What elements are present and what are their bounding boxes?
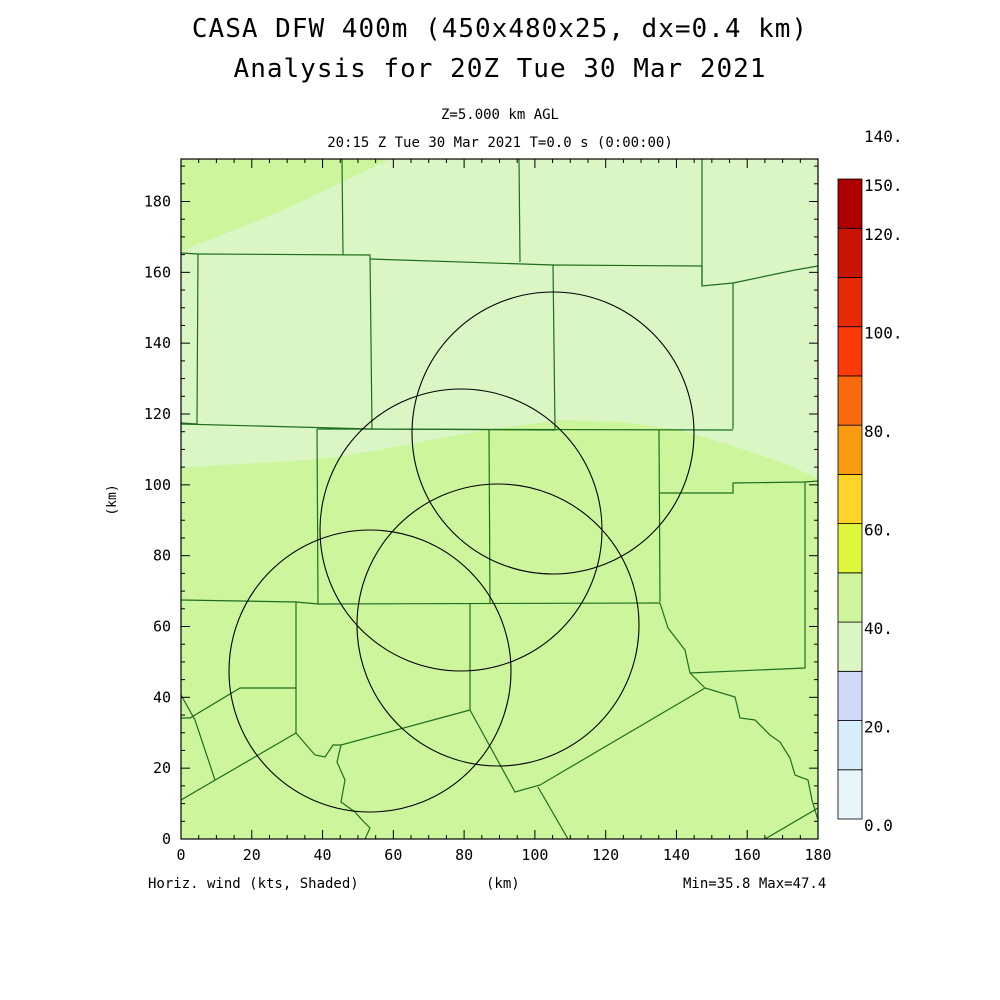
colorbar-swatch [837, 572, 863, 623]
min-max-label: Min=35.8 Max=47.4 [683, 876, 827, 892]
wind-field [181, 159, 818, 839]
colorbar-label: 140. [864, 127, 903, 146]
time-label: 20:15 Z Tue 30 Mar 2021 T=0.0 s (0:00:00… [327, 135, 673, 151]
colorbar-swatch [837, 326, 863, 377]
colorbar-label: 150. [864, 176, 903, 195]
footer-variable-label: Horiz. wind (kts, Shaded) [148, 876, 359, 892]
range-ring [411, 291, 695, 575]
colorbar-swatch [837, 621, 863, 672]
colorbar-label: 80. [864, 422, 893, 441]
y-tick-label: 80 [153, 547, 171, 565]
wind-field-light [181, 159, 818, 478]
colorbar-label: 120. [864, 225, 903, 244]
x-axis: 0 20 40 60 80 100 120 140 160 180 [176, 159, 832, 864]
y-tick-label: 120 [144, 405, 171, 423]
level-label: Z=5.000 km AGL [440, 107, 559, 123]
y-tick-label: 140 [144, 334, 171, 352]
colorbar-swatch [837, 277, 863, 328]
colorbar-swatch [837, 473, 863, 525]
x-tick-label: 20 [243, 846, 261, 864]
y-axis: 0 20 40 60 80 100 120 140 160 180 [144, 165, 818, 848]
map-subtitle: Analysis for 20Z Tue 30 Mar 2021 [233, 54, 767, 84]
colorbar-label: 40. [864, 619, 893, 638]
colorbar-label: 60. [864, 521, 893, 540]
colorbar-swatch [837, 523, 863, 574]
colorbar-swatch [837, 769, 863, 820]
colorbar-swatch [837, 227, 863, 278]
colorbar-swatch [837, 670, 863, 721]
y-tick-label: 160 [144, 263, 171, 281]
x-tick-label: 180 [804, 846, 831, 864]
x-tick-label: 160 [734, 846, 761, 864]
colorbar: 150. 140. 120. 100. 80. 60. 40. 20. 0.0 [837, 127, 903, 835]
y-tick-label: 100 [144, 476, 171, 494]
y-tick-label: 0 [162, 830, 171, 848]
x-axis-label: (km) [486, 876, 520, 892]
radar-range-rings [228, 291, 695, 813]
y-tick-label: 40 [153, 688, 171, 706]
x-tick-label: 60 [384, 846, 402, 864]
x-tick-label: 140 [663, 846, 690, 864]
colorbar-swatch [837, 375, 863, 426]
range-ring [228, 529, 512, 813]
range-ring [356, 483, 640, 767]
colorbar-label: 20. [864, 718, 893, 737]
x-tick-label: 100 [521, 846, 548, 864]
y-tick-label: 180 [144, 193, 171, 211]
x-tick-label: 120 [592, 846, 619, 864]
x-tick-label: 40 [314, 846, 332, 864]
colorbar-swatch [837, 178, 863, 229]
map-title: CASA DFW 400m (450x480x25, dx=0.4 km) [191, 14, 809, 44]
county-boundaries [181, 159, 818, 839]
y-tick-label: 60 [153, 618, 171, 636]
x-tick-label: 80 [455, 846, 473, 864]
colorbar-swatch [837, 424, 863, 475]
y-tick-label: 20 [153, 759, 171, 777]
colorbar-label: 100. [864, 324, 903, 343]
colorbar-label: 0.0 [864, 816, 893, 835]
y-axis-label: (km) [105, 484, 120, 515]
x-tick-label: 0 [176, 846, 185, 864]
colorbar-swatch [837, 720, 863, 771]
